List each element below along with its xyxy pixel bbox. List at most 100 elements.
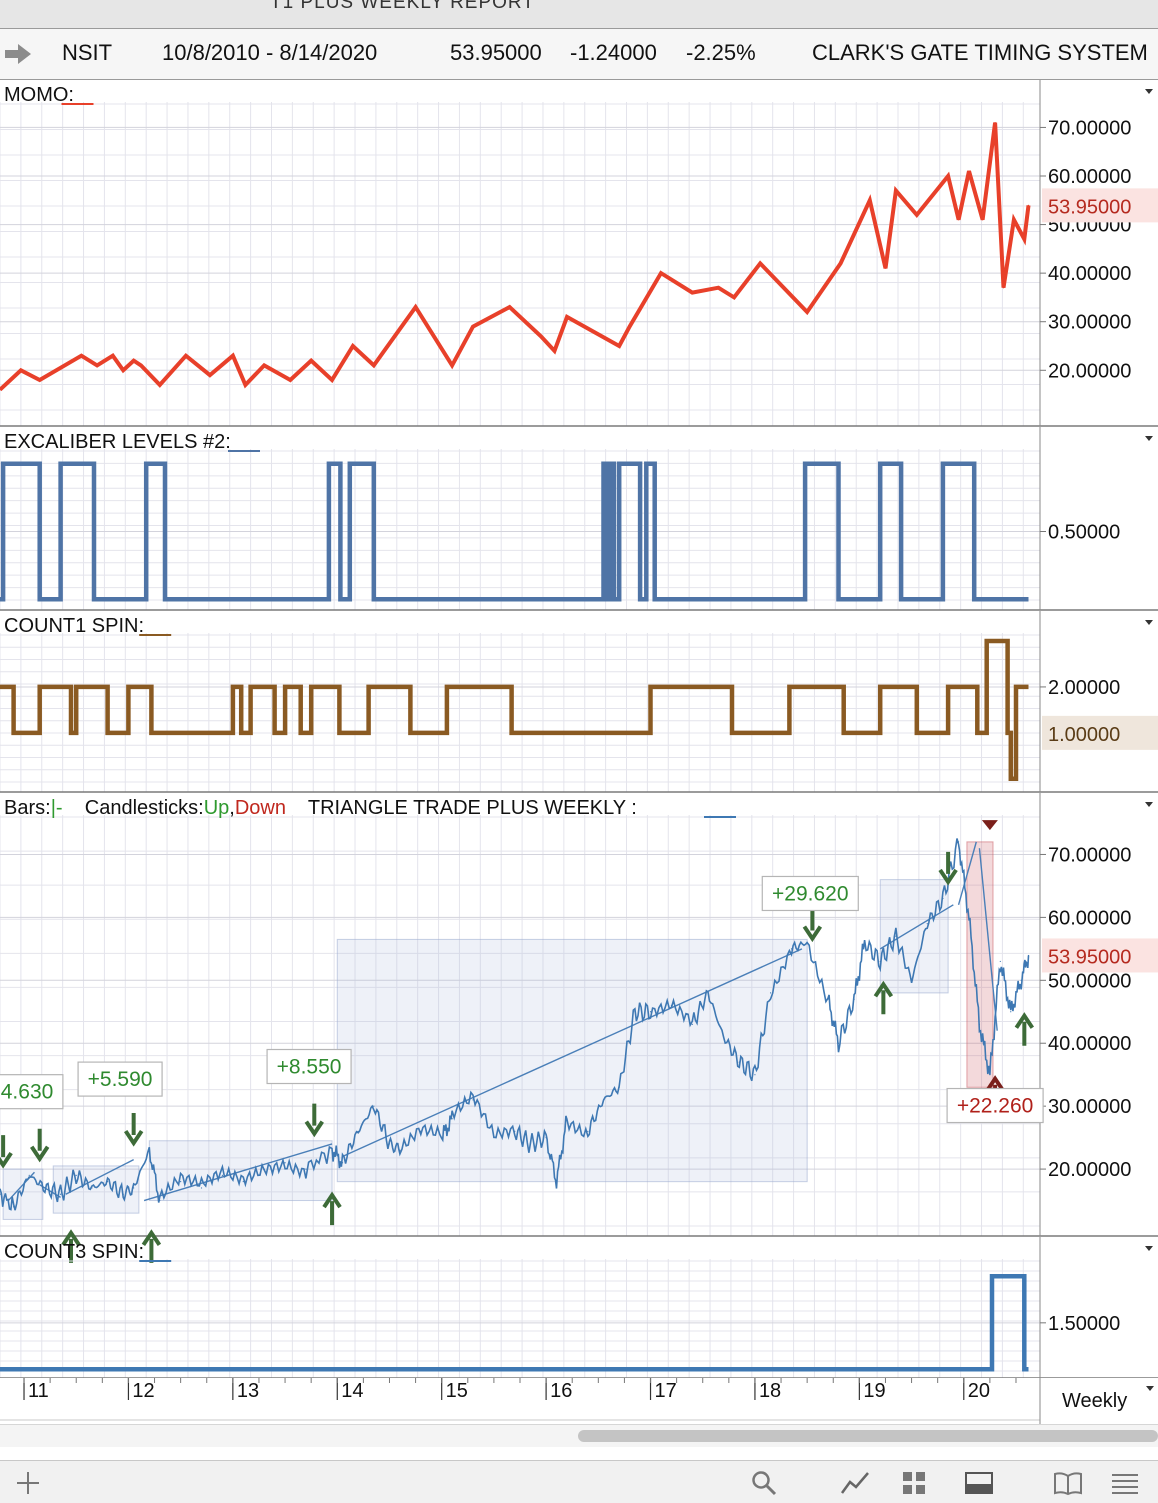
data-point: [164, 598, 166, 600]
data-point: [221, 1174, 224, 1176]
grid-layout-icon[interactable]: [900, 1469, 928, 1497]
chevron-down-icon[interactable]: [1145, 436, 1153, 441]
data-point: [305, 1168, 307, 1170]
sell-arrow: [938, 851, 958, 886]
horizontal-scrollbar[interactable]: [0, 1424, 1158, 1447]
data-point: [895, 935, 897, 937]
data-point: [472, 325, 474, 328]
data-point: [0, 686, 1, 688]
data-point: [274, 732, 276, 734]
data-point: [926, 923, 928, 925]
data-point: [127, 686, 130, 688]
panel-title: Bars:|- Candlesticks:Up,Down TRIANGLE TR…: [4, 797, 637, 819]
data-point: [916, 214, 918, 216]
buy-arrow: [322, 1191, 342, 1226]
data-point: [70, 732, 72, 734]
chevron-down-icon[interactable]: [1145, 89, 1153, 94]
buy-arrow: [873, 980, 894, 1015]
data-point: [75, 686, 77, 688]
x-tick-label: 11: [28, 1380, 49, 1402]
trend-line: [879, 904, 954, 950]
price-series-line: [0, 838, 1030, 1211]
y-tick-label: 40.00000: [1048, 263, 1131, 285]
data-point: [884, 267, 887, 269]
data-point: [566, 316, 568, 318]
timeframe-selector[interactable]: Weekly: [1062, 1390, 1127, 1412]
y-tick-label: 60.00000: [1048, 907, 1131, 929]
y-tick-label: 20.00000: [1048, 360, 1131, 382]
plus-icon[interactable]: [14, 1469, 42, 1497]
search-icon[interactable]: [750, 1469, 778, 1497]
short-arrow: [981, 820, 998, 831]
data-point: [367, 686, 370, 688]
chevron-down-icon[interactable]: [1145, 620, 1153, 625]
chevron-down-icon[interactable]: [1146, 1386, 1154, 1391]
data-point: [133, 1187, 135, 1189]
data-point: [863, 941, 866, 944]
symbol-ticker[interactable]: NSIT: [62, 40, 113, 65]
date-range: 10/8/2010 - 8/14/2020: [162, 40, 378, 65]
trade-result-box: [77, 1061, 163, 1097]
chevron-down-icon[interactable]: [1145, 1246, 1153, 1251]
data-point: [634, 1011, 636, 1013]
x-axis-band: [0, 1378, 1158, 1424]
last-value-badge: [1042, 188, 1158, 223]
data-point: [341, 1162, 344, 1164]
data-point: [942, 897, 944, 900]
data-point: [446, 686, 448, 688]
data-point: [2, 463, 4, 465]
data-point: [28, 1174, 30, 1176]
data-point: [122, 369, 124, 371]
panel-layout-icon[interactable]: [964, 1469, 994, 1497]
chevron-down-icon[interactable]: [1145, 802, 1153, 807]
data-point: [618, 345, 620, 347]
data-point: [869, 199, 871, 201]
book-icon[interactable]: [1052, 1469, 1084, 1497]
data-point: [806, 311, 808, 313]
data-point: [244, 384, 246, 386]
trade-region: [2, 1168, 44, 1220]
panel-count1: 2.00000 COUNT1 SPIN: 1.00000: [0, 611, 1158, 793]
trade-result-box: [0, 1074, 64, 1110]
data-point: [0, 1193, 1, 1195]
x-tick-label: 14: [341, 1380, 363, 1402]
data-point: [300, 732, 302, 734]
data-point: [1027, 954, 1030, 957]
data-point: [373, 598, 375, 600]
y-tick-label: 40.00000: [1048, 1033, 1131, 1055]
buy-arrow: [61, 1229, 81, 1263]
data-point: [1018, 686, 1020, 688]
trade-result-label: +22.260: [957, 1095, 1034, 1118]
data-point: [399, 1149, 401, 1151]
data-point: [1027, 204, 1030, 206]
draw-line-icon[interactable]: [840, 1469, 870, 1497]
data-point: [989, 640, 991, 642]
chart-area[interactable]: 70.00000 60.00000 50.00000 40.00000 30.00000…: [0, 80, 1158, 1424]
x-tick-label: 18: [759, 1380, 781, 1402]
trade-region: [52, 1165, 140, 1214]
data-point: [12, 1206, 15, 1208]
data-point: [59, 463, 62, 465]
data-point: [0, 598, 1, 600]
sell-arrow: [30, 1128, 50, 1163]
data-point: [1020, 979, 1022, 981]
data-point: [240, 732, 242, 734]
last-price: 53.95000: [450, 40, 542, 65]
trade-result-box: [266, 1048, 352, 1085]
right-arrow-icon[interactable]: [4, 43, 32, 65]
panel-title: COUNT1 SPIN:: [4, 615, 144, 637]
data-point: [986, 640, 988, 642]
data-point: [451, 1118, 453, 1120]
y-tick-label: 2.00000: [1048, 677, 1120, 699]
data-point: [373, 1105, 375, 1107]
data-point: [159, 384, 161, 386]
data-point: [804, 463, 806, 465]
data-point: [331, 1149, 333, 1151]
data-point: [242, 1181, 244, 1183]
menu-lines-icon[interactable]: [1110, 1469, 1140, 1497]
data-point: [263, 364, 265, 367]
sell-arrow: [802, 908, 823, 943]
scrollbar-thumb[interactable]: [578, 1430, 1158, 1442]
data-point: [806, 941, 808, 944]
trend-line: [978, 848, 998, 1031]
